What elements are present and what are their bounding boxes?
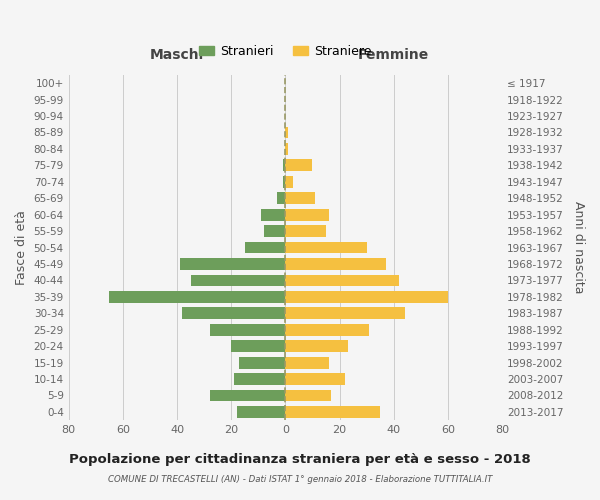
Bar: [286, 291, 448, 303]
Bar: [286, 126, 288, 138]
Bar: [286, 258, 386, 270]
Bar: [286, 209, 329, 220]
Text: COMUNE DI TRECASTELLI (AN) - Dati ISTAT 1° gennaio 2018 - Elaborazione TUTTITALI: COMUNE DI TRECASTELLI (AN) - Dati ISTAT …: [108, 476, 492, 484]
Bar: [286, 160, 313, 172]
Bar: [283, 176, 286, 188]
Bar: [286, 242, 367, 254]
Legend: Stranieri, Straniere: Stranieri, Straniere: [194, 40, 376, 63]
Bar: [286, 308, 404, 319]
Text: Femmine: Femmine: [358, 48, 430, 62]
Y-axis label: Fasce di età: Fasce di età: [15, 210, 28, 285]
Bar: [191, 274, 286, 286]
Bar: [245, 242, 286, 254]
Text: Popolazione per cittadinanza straniera per età e sesso - 2018: Popolazione per cittadinanza straniera p…: [69, 452, 531, 466]
Bar: [286, 406, 380, 418]
Bar: [239, 356, 286, 368]
Bar: [286, 340, 347, 352]
Bar: [277, 192, 286, 204]
Bar: [286, 192, 315, 204]
Bar: [109, 291, 286, 303]
Bar: [286, 274, 399, 286]
Text: Maschi: Maschi: [150, 48, 204, 62]
Bar: [286, 143, 288, 155]
Bar: [261, 209, 286, 220]
Bar: [209, 324, 286, 336]
Bar: [236, 406, 286, 418]
Bar: [209, 390, 286, 402]
Bar: [180, 258, 286, 270]
Bar: [263, 225, 286, 237]
Y-axis label: Anni di nascita: Anni di nascita: [572, 202, 585, 294]
Bar: [283, 160, 286, 172]
Bar: [286, 356, 329, 368]
Bar: [182, 308, 286, 319]
Bar: [234, 373, 286, 385]
Bar: [231, 340, 286, 352]
Bar: [286, 390, 331, 402]
Bar: [286, 225, 326, 237]
Bar: [286, 373, 345, 385]
Bar: [286, 176, 293, 188]
Bar: [286, 324, 370, 336]
